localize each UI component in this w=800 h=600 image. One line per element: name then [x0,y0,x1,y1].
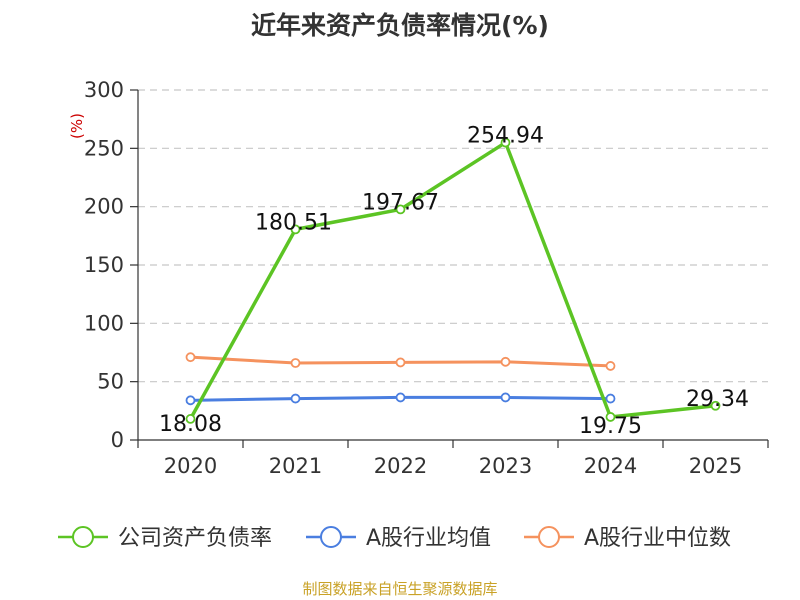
data-point [185,352,196,363]
data-label: 18.08 [159,412,222,437]
x-tick-label: 2023 [479,454,532,478]
y-tick-label: 50 [97,370,124,394]
data-point [500,392,511,403]
data-point [605,393,616,404]
data-point [185,395,196,406]
legend-marker-icon [538,526,560,548]
data-labels: 18.08 180.51 197.67 254.94 19.75 29.34 [159,124,749,439]
legend-marker-icon [72,526,94,548]
data-point [395,204,406,215]
data-point [395,357,406,368]
data-label: 19.75 [579,414,642,439]
chart-title: 近年来资产负债率情况(%) [251,11,549,40]
y-tick-label: 0 [111,428,124,452]
legend-label: 公司资产负债率 [118,526,272,551]
x-tick-label: 2024 [584,454,637,478]
x-tick-label: 2020 [164,454,217,478]
data-point [605,361,616,371]
series-lines [185,137,721,424]
y-unit-label: (%) [68,113,86,139]
data-label: 29.34 [686,387,749,412]
series-line-1 [188,140,716,420]
legend-label: A股行业中位数 [584,526,731,551]
legend-label: A股行业均值 [366,526,491,551]
data-point [290,358,301,368]
data-point [290,224,301,235]
y-tick-label: 200 [84,195,124,219]
axes: 0 50 100 150 200 250 300 (%) 2020 2021 2022 2023 202… [68,78,769,478]
data-point [185,414,196,424]
legend-marker-icon [320,526,342,548]
y-tick-label: 150 [84,253,124,277]
data-label: 180.51 [255,210,332,235]
y-tick-label: 300 [84,78,124,102]
x-tick-label: 2025 [689,454,742,478]
x-tick-label: 2022 [374,454,427,478]
y-tick-label: 100 [84,311,124,335]
data-label: 254.94 [467,124,544,149]
legend: 公司资产负债率 A股行业均值 A股行业中位数 [58,526,731,551]
data-point [395,392,406,403]
data-source-note: 制图数据来自恒生聚源数据库 [302,580,498,598]
data-label: 197.67 [362,190,439,215]
grid-lines [138,89,768,383]
data-point [500,356,511,367]
data-point [710,400,721,411]
data-point [500,137,511,148]
data-point [290,393,301,404]
x-tick-label: 2021 [269,454,322,478]
y-tick-label: 250 [84,136,124,160]
data-point [605,412,616,422]
